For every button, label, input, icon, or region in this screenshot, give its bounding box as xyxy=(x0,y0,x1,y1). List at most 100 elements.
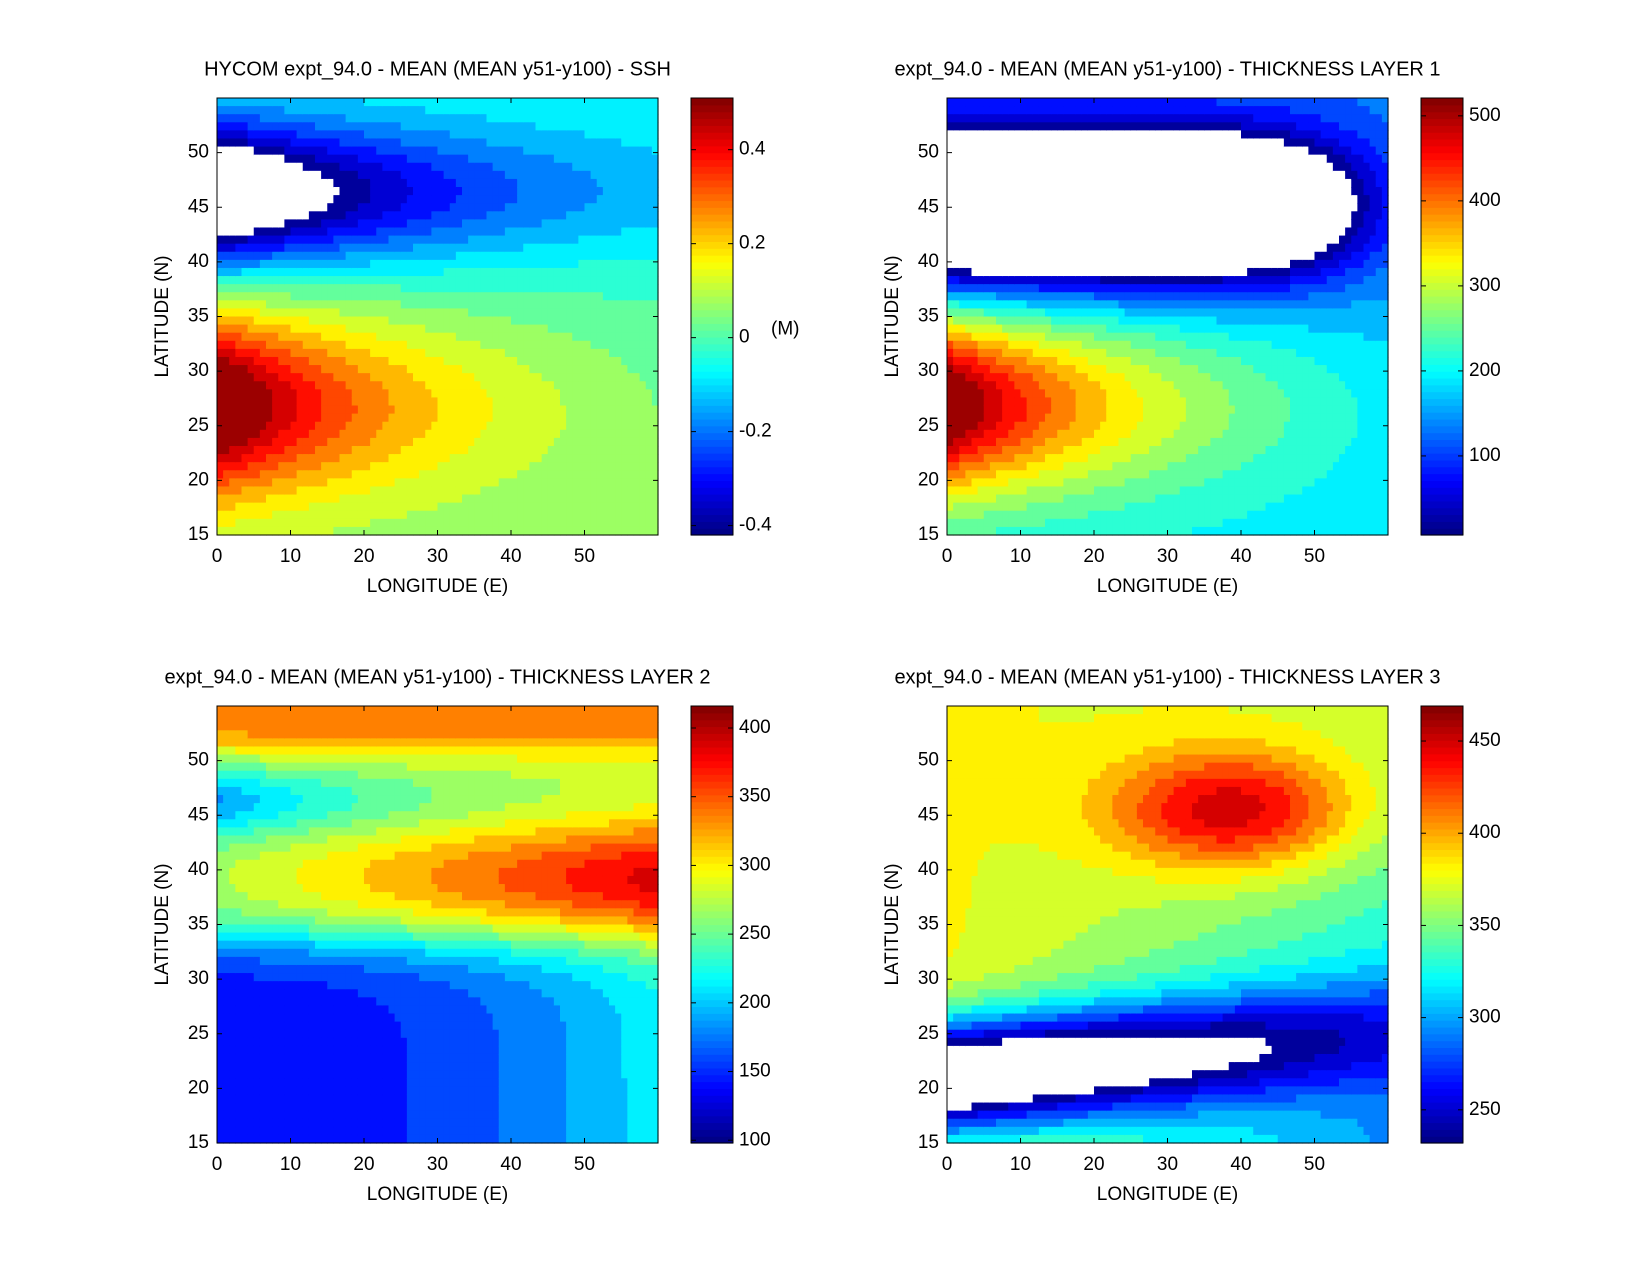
field-cell xyxy=(413,478,420,488)
field-cell xyxy=(455,219,463,229)
field-cell xyxy=(547,454,555,463)
field-cell xyxy=(480,486,488,496)
field-cell xyxy=(590,162,598,172)
field-cell xyxy=(278,445,285,455)
field-cell xyxy=(1026,470,1034,479)
colorbar-label: (M) xyxy=(771,319,799,340)
field-cell xyxy=(296,138,304,148)
field-cell xyxy=(302,138,310,148)
field-cell xyxy=(443,154,451,164)
field-cell xyxy=(590,130,598,140)
field-cell xyxy=(474,276,481,285)
field-cell xyxy=(455,518,463,528)
field-cell xyxy=(1014,130,1022,140)
field-cell xyxy=(1026,170,1034,180)
field-cell xyxy=(560,308,567,318)
field-cell xyxy=(965,162,973,172)
x-tick-label: 20 xyxy=(353,546,374,567)
field-cell xyxy=(609,267,616,277)
field-cell xyxy=(351,243,359,253)
field-cell xyxy=(1032,122,1040,131)
field-cell xyxy=(965,494,973,504)
field-cell xyxy=(1002,332,1009,342)
field-cell xyxy=(590,154,598,164)
field-cell xyxy=(345,437,353,447)
field-cell xyxy=(996,397,1003,407)
field-cell xyxy=(321,405,328,415)
field-cell xyxy=(1008,162,1015,172)
field-cell xyxy=(455,251,463,261)
field-cell xyxy=(388,405,396,415)
field-cell xyxy=(965,219,973,229)
field-cell xyxy=(217,356,224,366)
field-cell xyxy=(615,413,622,423)
field-cell xyxy=(382,130,390,140)
field-cell xyxy=(535,324,543,334)
field-cell xyxy=(1051,267,1058,277)
field-cell xyxy=(259,243,267,253)
field-cell xyxy=(609,502,616,512)
field-cell xyxy=(419,106,426,115)
field-cell xyxy=(615,429,622,439)
field-cell xyxy=(959,300,966,310)
field-cell xyxy=(633,316,641,326)
field-cell xyxy=(498,138,506,148)
field-cell xyxy=(566,348,573,358)
field-cell xyxy=(345,138,353,148)
field-cell xyxy=(308,429,316,439)
field-cell xyxy=(272,178,279,188)
field-cell xyxy=(602,486,610,496)
field-cell xyxy=(953,178,960,188)
field-cell xyxy=(959,243,966,253)
field-cell xyxy=(584,98,592,107)
field-cell xyxy=(455,98,463,107)
field-cell xyxy=(517,195,524,204)
field-cell xyxy=(217,510,224,520)
field-cell xyxy=(983,502,991,512)
field-cell xyxy=(223,454,230,463)
field-cell xyxy=(535,219,543,229)
field-cell xyxy=(596,276,604,285)
field-cell xyxy=(474,114,481,123)
field-cell xyxy=(223,502,230,512)
field-cell xyxy=(480,462,488,471)
field-cell xyxy=(321,227,328,237)
field-cell xyxy=(333,211,341,220)
field-cell xyxy=(645,486,653,496)
field-cell xyxy=(560,454,567,463)
field-cell xyxy=(474,445,481,455)
field-cell xyxy=(1032,162,1040,172)
field-cell xyxy=(437,178,445,188)
field-cell xyxy=(315,421,322,431)
field-cell xyxy=(419,486,426,496)
field-cell xyxy=(602,365,610,374)
x-tick-label: 0 xyxy=(212,546,223,567)
field-cell xyxy=(633,510,641,520)
field-cell xyxy=(333,195,341,204)
field-cell xyxy=(547,518,555,528)
field-cell xyxy=(247,162,255,172)
field-cell xyxy=(462,162,469,172)
field-cell xyxy=(504,502,512,512)
field-cell xyxy=(308,211,316,220)
field-cell xyxy=(253,316,261,326)
field-cell xyxy=(357,276,365,285)
field-cell xyxy=(1032,365,1040,374)
field-cell xyxy=(1014,518,1022,528)
field-cell xyxy=(977,486,985,496)
field-cell xyxy=(1008,195,1015,204)
field-cell xyxy=(406,243,414,253)
field-cell xyxy=(345,429,353,439)
field-cell xyxy=(560,462,567,471)
field-cell xyxy=(1014,259,1022,269)
field-cell xyxy=(223,332,230,342)
field-cell xyxy=(504,454,512,463)
field-cell xyxy=(259,332,267,342)
field-cell xyxy=(1045,138,1052,148)
field-cell xyxy=(578,227,586,237)
field-cell xyxy=(1051,146,1058,156)
field-cell xyxy=(1020,405,1028,415)
field-cell xyxy=(266,526,273,536)
field-cell xyxy=(1014,413,1022,423)
field-cell xyxy=(357,332,365,342)
